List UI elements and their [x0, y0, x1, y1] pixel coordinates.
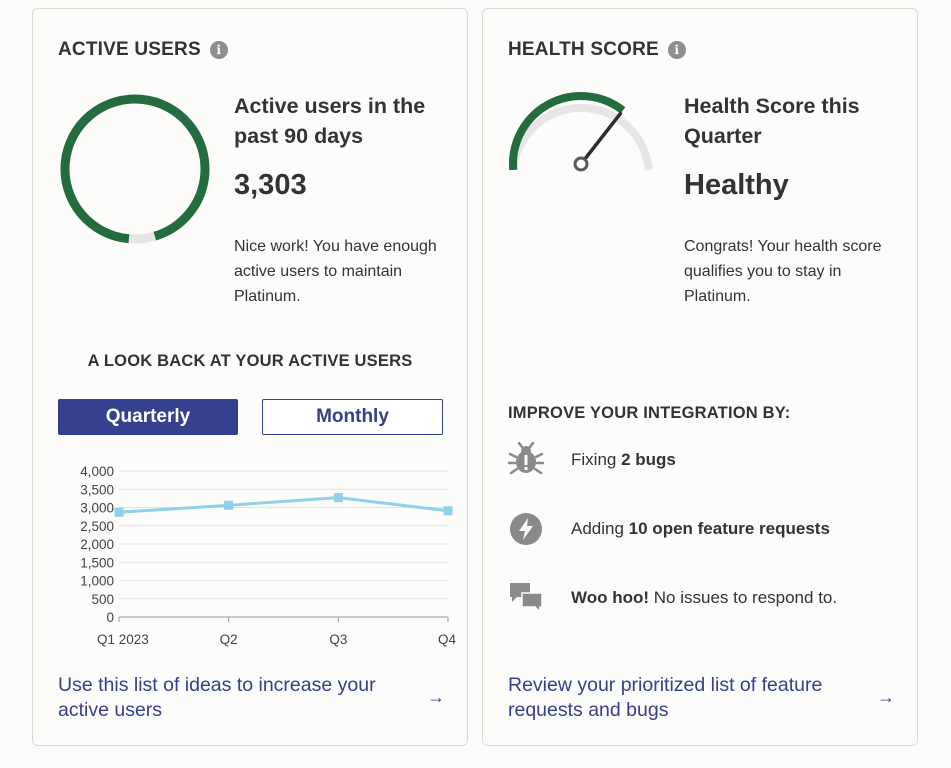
active-users-value: 3,303	[234, 169, 307, 201]
arrow-right-icon[interactable]: →	[877, 687, 895, 707]
donut-progress	[60, 94, 210, 244]
y-tick-label: 2,500	[80, 519, 114, 534]
y-tick-label: 500	[91, 592, 114, 607]
gauge-progress	[509, 92, 626, 171]
active-users-heading: Active users in the past 90 days	[234, 94, 426, 148]
health-score-heading: Health Score this Quarter	[684, 94, 860, 148]
info-icon[interactable]: i	[209, 41, 228, 59]
gauge-track	[509, 103, 653, 171]
quarterly-button[interactable]: Quarterly	[58, 399, 238, 435]
health-score-value: Healthy	[684, 169, 789, 201]
active-users-description: Nice work! You have enough active users …	[234, 238, 437, 305]
improve-item-issues: Woo hoo! No issues to respond to.	[508, 580, 908, 616]
y-tick-label: 0	[106, 610, 114, 625]
gauge-needle	[579, 111, 623, 166]
info-icon[interactable]: i	[667, 41, 686, 59]
x-tick-label: Q3	[329, 632, 347, 647]
health-score-description: Congrats! Your health score qualifies yo…	[684, 238, 882, 305]
y-tick-label: 1,000	[80, 574, 114, 589]
x-tick-label: Q2	[220, 632, 238, 647]
chat-bubbles-icon	[510, 583, 543, 614]
lookback-title: A LOOK BACK AT YOUR ACTIVE USERS	[87, 352, 413, 370]
y-tick-label: 3,500	[80, 482, 114, 497]
arrow-right-icon[interactable]: →	[427, 687, 445, 707]
active-users-title-row: ACTIVE USERS i	[58, 39, 228, 61]
increase-active-users-link[interactable]: Use this list of ideas to increase your …	[58, 674, 376, 721]
active-users-donut	[60, 94, 210, 244]
health-score-gauge	[509, 92, 653, 172]
y-tick-label: 2,000	[80, 537, 114, 552]
y-tick-label: 4,000	[80, 464, 114, 479]
active-users-card: ACTIVE USERS i Active users in the past …	[32, 8, 468, 746]
health-score-title-row: HEALTH SCORE i	[508, 39, 686, 61]
gauge-pivot	[573, 156, 589, 172]
health-score-title: HEALTH SCORE	[508, 39, 659, 60]
x-tick-label: Q4	[438, 632, 457, 647]
data-point	[114, 507, 124, 517]
active-users-line-chart: 0 500 1,000 1,500 2,000 2,500 3,000 3,500 4,000 Q…	[80, 464, 457, 647]
monthly-button[interactable]: Monthly	[262, 399, 443, 435]
improve-item-text: Adding 10 open feature requests	[571, 519, 830, 538]
health-score-card: HEALTH SCORE i Health Score this Quarter…	[482, 8, 918, 746]
data-point	[333, 493, 343, 503]
review-feature-requests-link[interactable]: Review your prioritized list of feature …	[508, 674, 823, 721]
bug-icon	[508, 442, 544, 475]
lightning-icon	[510, 513, 542, 545]
x-tick-label: Q1 2023	[97, 632, 149, 647]
active-users-title: ACTIVE USERS	[58, 39, 201, 60]
improve-item-text: Fixing 2 bugs	[571, 450, 676, 469]
improve-item-text: Woo hoo! No issues to respond to.	[571, 588, 838, 607]
improve-title: IMPROVE YOUR INTEGRATION BY:	[508, 404, 791, 422]
y-tick-label: 1,500	[80, 555, 114, 570]
series-line	[118, 496, 449, 514]
improve-item-bugs: Fixing 2 bugs	[508, 442, 908, 478]
data-point	[224, 500, 234, 510]
improve-item-features: Adding 10 open feature requests	[508, 511, 908, 547]
data-point	[443, 506, 453, 516]
y-tick-label: 3,000	[80, 501, 114, 516]
